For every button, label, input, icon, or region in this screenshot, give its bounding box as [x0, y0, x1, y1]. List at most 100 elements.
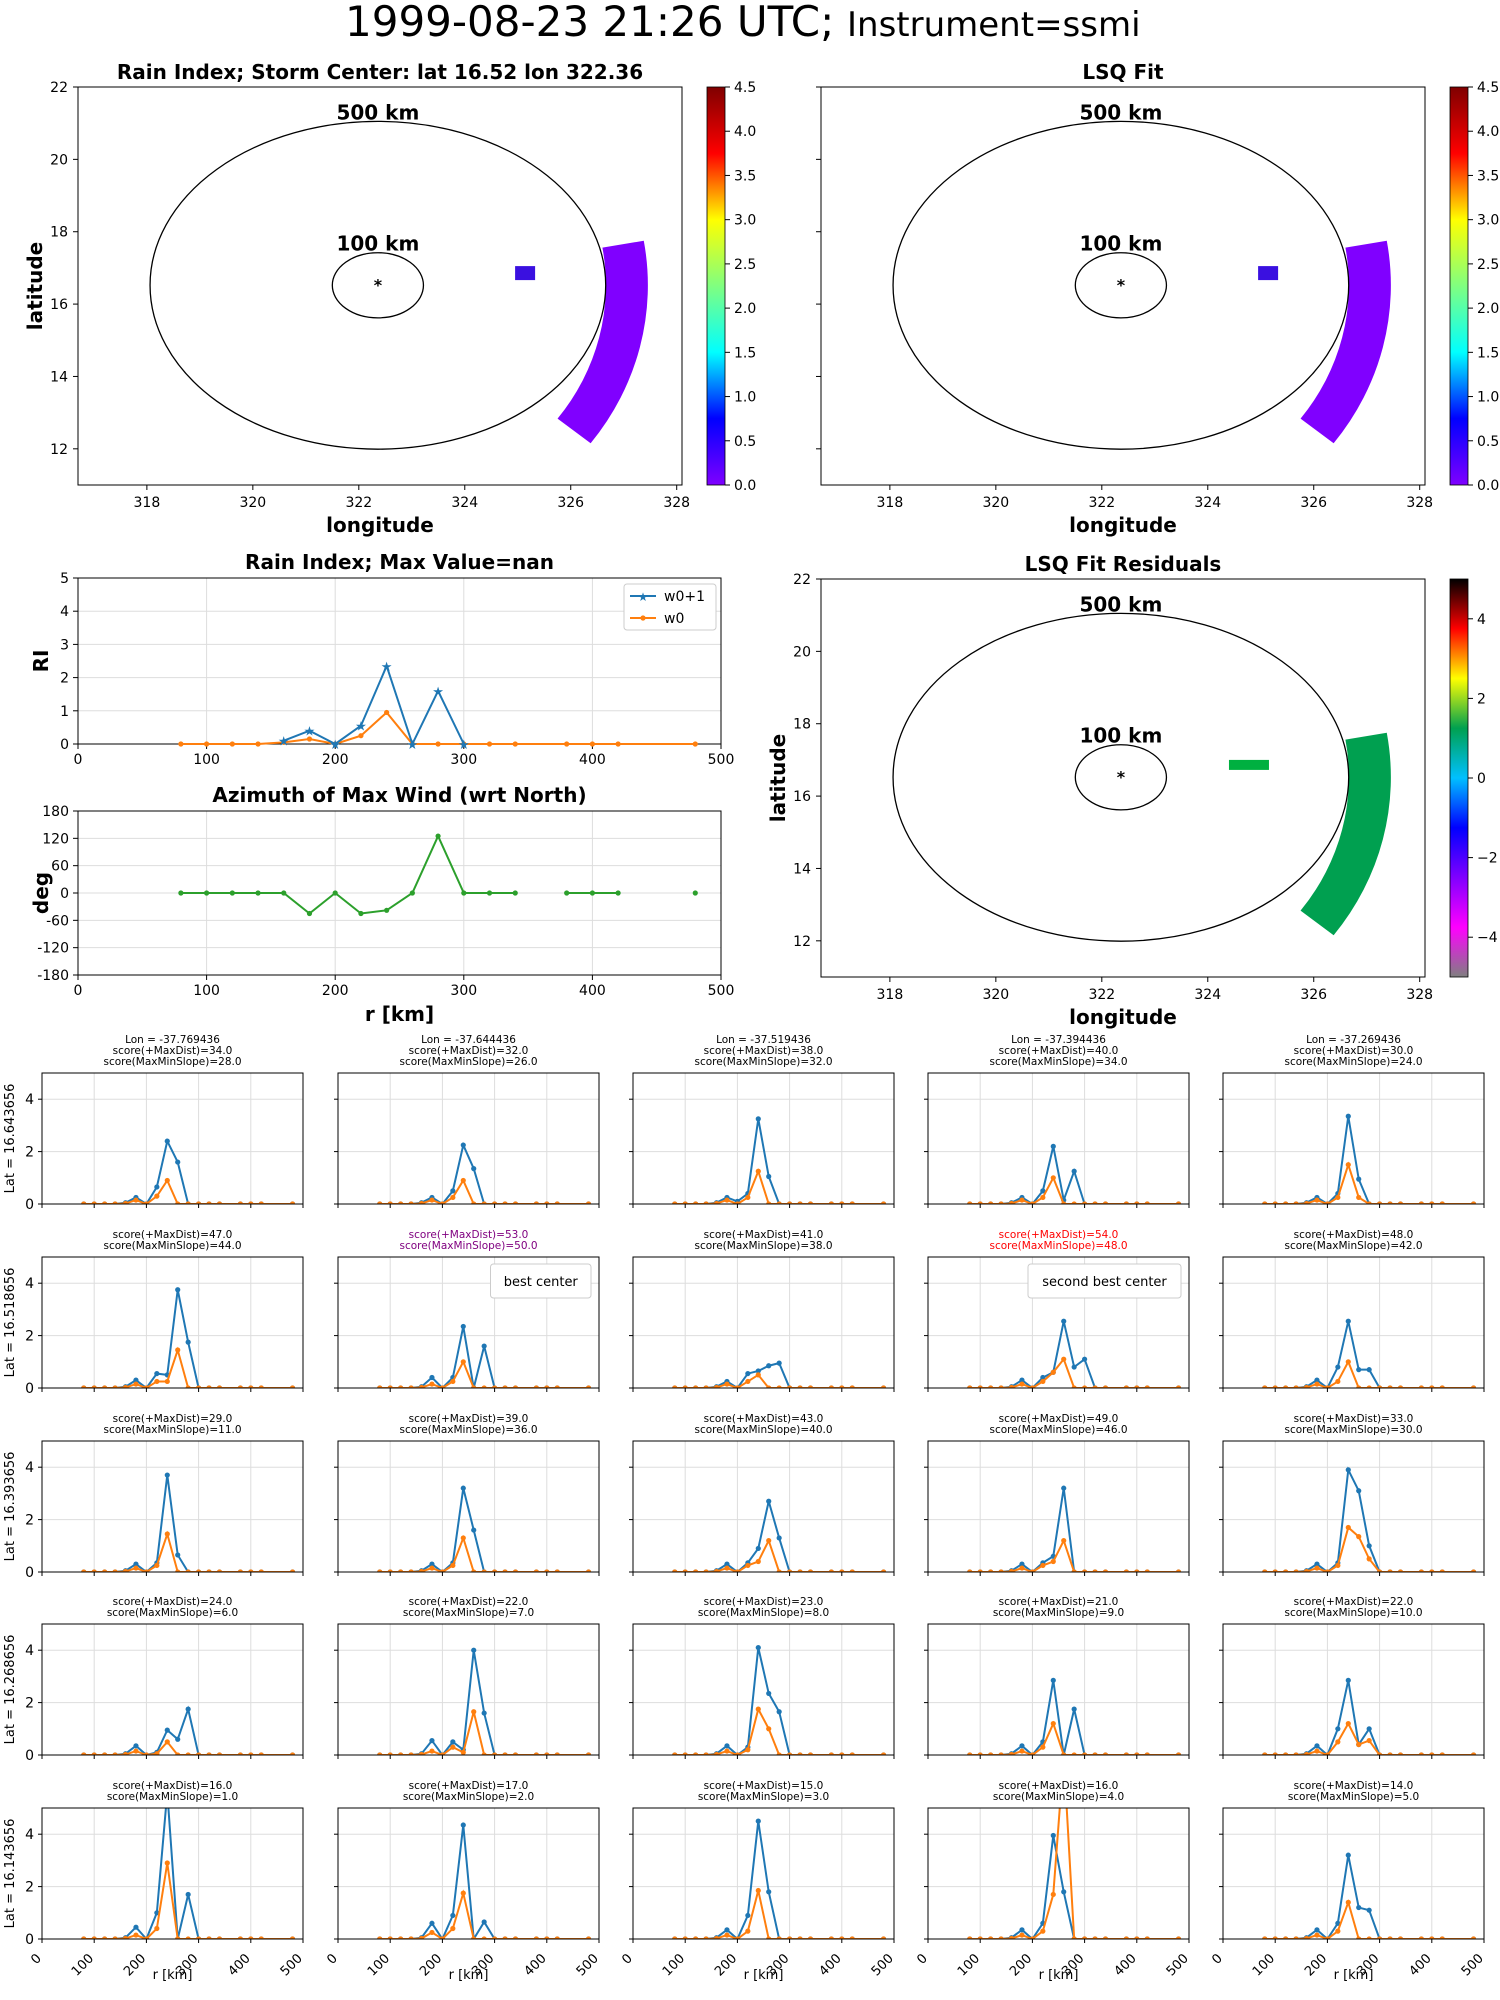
w0-point — [492, 1936, 498, 1939]
w0-plus-1-point — [776, 1709, 782, 1715]
storm-center-marker: * — [374, 275, 383, 294]
azimuth-series-0-point — [229, 890, 235, 896]
azimuth-series-0-point — [435, 833, 441, 839]
w0-plus-1-point — [1314, 1377, 1320, 1383]
x-tick-label: 100 — [955, 1951, 983, 1979]
w0-line — [83, 1346, 293, 1388]
w0-plus-1-point — [429, 1374, 435, 1381]
panel-title: LSQ Fit Residuals — [1025, 552, 1222, 576]
w0-plus-1-point — [1356, 1176, 1362, 1182]
y-tick-label: 4 — [25, 1827, 34, 1843]
w0-point — [533, 1936, 539, 1939]
w0-point — [439, 1752, 445, 1755]
w0-point — [387, 1752, 393, 1755]
w0-point — [408, 1752, 414, 1755]
plot-area — [81, 1808, 296, 1939]
w0-point — [734, 1569, 740, 1572]
row-label: Lat = 16.268656 — [3, 1635, 18, 1745]
w0-point — [435, 741, 441, 747]
score-maxminslope: score(MaxMinSlope)=4.0 — [993, 1791, 1124, 1803]
w0-point — [998, 1752, 1004, 1755]
w0-line — [379, 1889, 589, 1939]
w0-point — [512, 741, 518, 747]
w0-point — [554, 1569, 560, 1572]
score-maxminslope: score(MaxMinSlope)=36.0 — [399, 1424, 537, 1436]
w0-point — [1092, 1201, 1098, 1204]
w0-point — [377, 1936, 383, 1939]
w0-point — [1071, 1936, 1077, 1939]
w0-plus-1-line — [674, 1500, 884, 1572]
w0-point — [1470, 1385, 1477, 1388]
w0-point — [1366, 1936, 1372, 1939]
w0-line — [674, 1373, 884, 1388]
w0-point — [418, 1568, 425, 1572]
plot-area — [1262, 1852, 1477, 1939]
w0-plus-1-line — [83, 1138, 293, 1204]
w0-point — [615, 741, 621, 747]
y-tick-label: 18 — [50, 225, 68, 241]
w0-point — [1335, 1928, 1341, 1934]
w0-point — [91, 1385, 97, 1388]
w0-point — [248, 1201, 254, 1204]
w0-point — [1144, 1752, 1150, 1755]
axes-frame — [1222, 1440, 1485, 1573]
w0-plus-1-point — [185, 1339, 191, 1345]
x-tick-label: 400 — [579, 983, 606, 999]
circle-label: 100 km — [336, 232, 419, 256]
w0-point — [481, 1569, 487, 1572]
range-circle — [1074, 252, 1168, 319]
w0-point — [766, 1537, 772, 1544]
x-tick-label: 322 — [1088, 495, 1115, 511]
w0-point — [1134, 1385, 1140, 1388]
w0-point — [1050, 1369, 1056, 1375]
w0-point — [112, 1752, 118, 1755]
circle-label: 100 km — [1079, 724, 1162, 748]
w0-line — [379, 1711, 589, 1755]
w0-point — [387, 1569, 393, 1572]
w0-point — [248, 1936, 254, 1939]
w0-point — [797, 1936, 803, 1939]
w0-plus-1-point — [175, 1287, 181, 1293]
x-tick-label: 500 — [1164, 1951, 1192, 1979]
w0-point — [133, 1381, 139, 1387]
w0-point — [237, 1201, 243, 1204]
rain-swath — [1300, 732, 1391, 936]
w0-point — [797, 1569, 803, 1572]
w0-point — [248, 1569, 254, 1572]
w0-point — [787, 1201, 793, 1204]
w0-point — [1387, 1752, 1393, 1755]
w0-plus-1-point — [1366, 1367, 1372, 1373]
y-tick-label: 2 — [25, 1329, 34, 1345]
w0-point — [724, 1381, 730, 1387]
azimuth-series-0-point — [409, 890, 415, 896]
annotation-box — [1027, 1263, 1182, 1299]
x-axis-label: longitude — [326, 513, 434, 537]
y-tick-label: 14 — [793, 861, 811, 877]
colorbar-tick-label: −2 — [1477, 851, 1498, 867]
range-circle — [1074, 744, 1168, 811]
w0-point — [797, 1385, 803, 1388]
y-tick-label: 0 — [25, 1197, 34, 1213]
w0-plus-1-line — [379, 1326, 589, 1388]
axes-frame — [632, 1623, 895, 1756]
w0-point — [967, 1385, 973, 1388]
w0-point — [1335, 1378, 1341, 1385]
w0-point — [693, 1201, 699, 1204]
x-tick-label: 100 — [660, 1951, 688, 1979]
w0-point — [133, 1197, 139, 1203]
w0-line — [969, 1808, 1179, 1939]
w0-plus-1-point: ★ — [329, 738, 341, 753]
x-tick-label: 400 — [579, 752, 606, 768]
w0-line — [83, 1530, 293, 1572]
x-tick-label: 200 — [712, 1951, 740, 1979]
w0-point — [1429, 1752, 1435, 1755]
w0-point — [384, 709, 390, 716]
y-tick-label: 0 — [60, 886, 69, 902]
w0-point — [164, 1531, 170, 1537]
y-tick-label: -180 — [37, 968, 69, 984]
w0-point — [1314, 1197, 1320, 1203]
axes-frame — [927, 1623, 1190, 1756]
colorbar-tick-label: 2.5 — [1477, 257, 1499, 273]
w0-plus-1-point — [481, 1343, 487, 1349]
w0-point — [1303, 1200, 1310, 1204]
